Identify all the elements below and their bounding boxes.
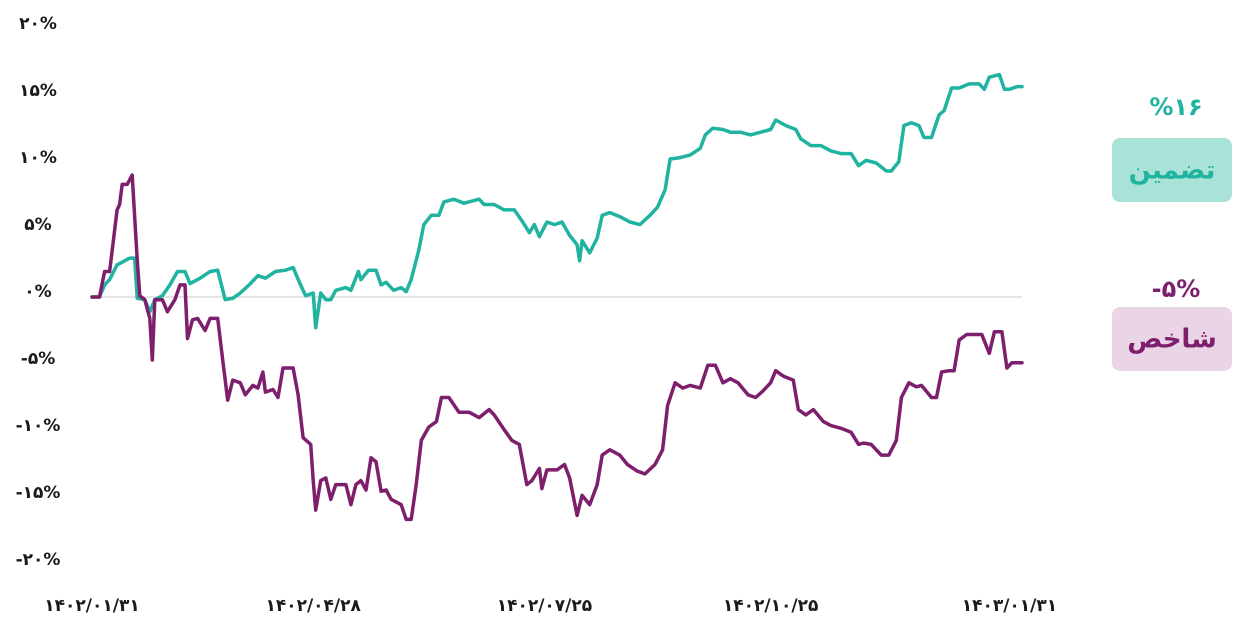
- y-tick-label: ۲۰%: [19, 14, 57, 34]
- legend-badge: [1112, 307, 1232, 371]
- legend-label: شاخص: [1127, 325, 1217, 355]
- y-tick-label: -۱۰%: [16, 416, 61, 436]
- series-line: [90, 72, 1024, 330]
- y-tick-label: ۱۰%: [19, 148, 57, 168]
- legend-label: تضمین: [1129, 156, 1216, 186]
- y-tick-label: ۰%: [24, 282, 51, 302]
- x-tick-label: ۱۴۰۳/۰۱/۳۱: [962, 596, 1057, 616]
- x-tick-label: ۱۴۰۲/۰۴/۲۸: [265, 596, 361, 616]
- return-label: -۵%: [1152, 275, 1201, 303]
- y-tick-label: ۱۵%: [19, 81, 57, 101]
- x-tick-label: ۱۴۰۲/۱۰/۲۵: [723, 596, 818, 616]
- y-tick-label: -۵%: [21, 349, 55, 369]
- y-tick-label: -۱۵%: [16, 483, 61, 503]
- return-label: %۱۶: [1149, 93, 1202, 121]
- x-tick-label: ۱۴۰۲/۰۷/۲۵: [497, 596, 592, 616]
- legend-badge: [1112, 138, 1232, 202]
- x-tick-label: ۱۴۰۲/۰۱/۳۱: [44, 596, 139, 616]
- y-tick-label: ۵%: [24, 215, 51, 235]
- y-tick-label: -۲۰%: [16, 550, 61, 570]
- series-line: [90, 173, 1024, 522]
